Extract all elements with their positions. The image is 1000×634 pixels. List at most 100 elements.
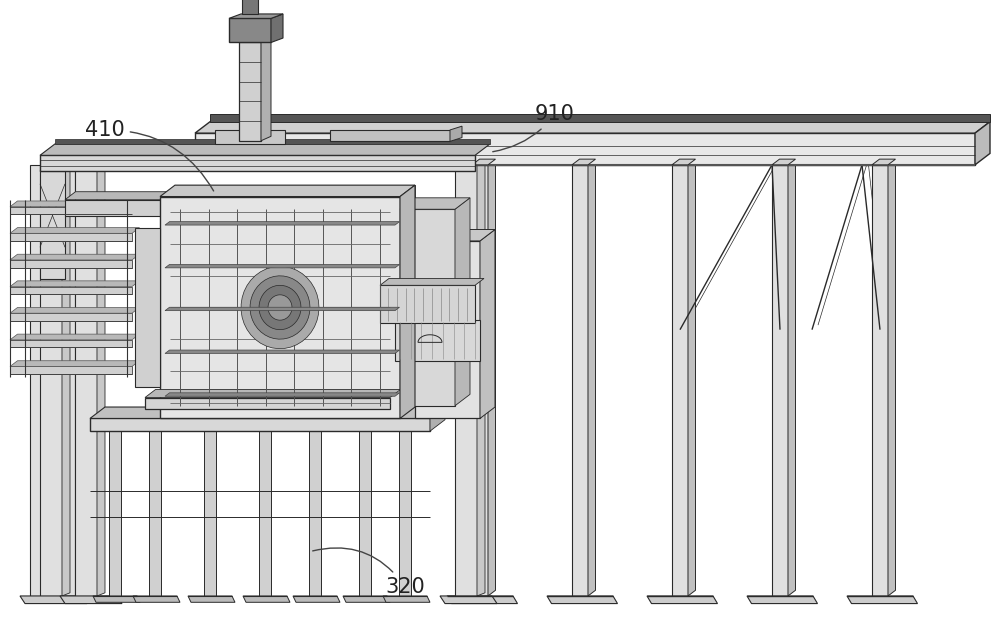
Polygon shape — [149, 431, 161, 596]
Polygon shape — [65, 191, 280, 200]
Polygon shape — [165, 222, 400, 225]
Polygon shape — [165, 307, 400, 311]
Polygon shape — [330, 130, 450, 141]
Polygon shape — [229, 14, 283, 18]
Polygon shape — [359, 431, 371, 596]
Polygon shape — [380, 285, 475, 323]
Polygon shape — [400, 198, 470, 209]
Polygon shape — [430, 407, 445, 431]
Polygon shape — [165, 264, 400, 268]
Polygon shape — [93, 596, 140, 602]
Polygon shape — [10, 201, 140, 207]
Polygon shape — [415, 241, 480, 418]
Polygon shape — [229, 18, 271, 42]
Polygon shape — [145, 398, 390, 409]
Polygon shape — [160, 197, 400, 418]
Polygon shape — [195, 122, 990, 133]
Polygon shape — [175, 185, 415, 407]
Polygon shape — [380, 278, 484, 285]
Polygon shape — [204, 431, 216, 596]
Polygon shape — [133, 596, 180, 602]
Polygon shape — [55, 139, 490, 144]
Polygon shape — [10, 207, 132, 214]
Polygon shape — [477, 162, 485, 596]
Polygon shape — [90, 407, 445, 418]
Polygon shape — [472, 159, 496, 165]
Polygon shape — [10, 260, 132, 268]
Polygon shape — [10, 340, 132, 347]
Polygon shape — [395, 320, 480, 361]
Polygon shape — [10, 366, 132, 374]
Polygon shape — [547, 596, 617, 604]
Polygon shape — [268, 295, 292, 320]
Polygon shape — [383, 596, 430, 602]
Polygon shape — [135, 228, 160, 387]
Polygon shape — [455, 165, 477, 596]
Polygon shape — [40, 165, 62, 596]
Polygon shape — [10, 287, 132, 294]
Polygon shape — [293, 596, 340, 602]
Polygon shape — [772, 165, 788, 596]
Polygon shape — [242, 0, 258, 14]
Polygon shape — [10, 281, 140, 287]
Polygon shape — [440, 596, 497, 604]
Polygon shape — [40, 171, 65, 279]
Polygon shape — [62, 162, 70, 596]
Polygon shape — [10, 228, 140, 233]
Polygon shape — [672, 165, 688, 596]
Polygon shape — [188, 596, 235, 602]
Polygon shape — [488, 159, 496, 596]
Polygon shape — [75, 165, 97, 596]
Polygon shape — [450, 126, 462, 141]
Polygon shape — [400, 209, 455, 406]
Polygon shape — [455, 198, 470, 406]
Polygon shape — [788, 159, 796, 596]
Polygon shape — [165, 350, 400, 354]
Polygon shape — [195, 133, 975, 165]
Polygon shape — [747, 596, 818, 604]
Polygon shape — [65, 200, 270, 216]
Polygon shape — [10, 307, 140, 313]
Polygon shape — [239, 42, 261, 141]
Polygon shape — [160, 185, 415, 197]
Polygon shape — [772, 159, 796, 165]
Polygon shape — [259, 285, 301, 330]
Polygon shape — [647, 596, 718, 604]
Polygon shape — [399, 431, 411, 596]
Polygon shape — [243, 596, 290, 602]
Polygon shape — [165, 393, 400, 396]
Polygon shape — [447, 596, 518, 604]
Polygon shape — [672, 159, 696, 165]
Polygon shape — [415, 230, 495, 241]
Polygon shape — [271, 14, 283, 42]
Polygon shape — [259, 431, 271, 596]
Polygon shape — [40, 164, 74, 171]
Polygon shape — [588, 159, 595, 596]
Polygon shape — [10, 233, 132, 241]
Polygon shape — [975, 122, 990, 165]
Polygon shape — [241, 266, 319, 349]
Polygon shape — [472, 165, 488, 596]
Polygon shape — [60, 596, 122, 604]
Polygon shape — [97, 162, 105, 596]
Text: 410: 410 — [85, 120, 214, 191]
Polygon shape — [10, 334, 140, 340]
Polygon shape — [40, 155, 475, 171]
Polygon shape — [400, 185, 415, 418]
Polygon shape — [109, 431, 121, 596]
Polygon shape — [343, 596, 390, 602]
Polygon shape — [90, 418, 430, 431]
Polygon shape — [145, 389, 400, 398]
Polygon shape — [40, 144, 490, 155]
Polygon shape — [10, 361, 140, 366]
Polygon shape — [210, 114, 990, 122]
Polygon shape — [10, 313, 132, 321]
Polygon shape — [20, 596, 87, 604]
Polygon shape — [261, 38, 271, 141]
Polygon shape — [250, 276, 310, 339]
Polygon shape — [872, 159, 896, 165]
Polygon shape — [888, 159, 896, 596]
Polygon shape — [309, 431, 321, 596]
Polygon shape — [872, 165, 888, 596]
Polygon shape — [688, 159, 696, 596]
